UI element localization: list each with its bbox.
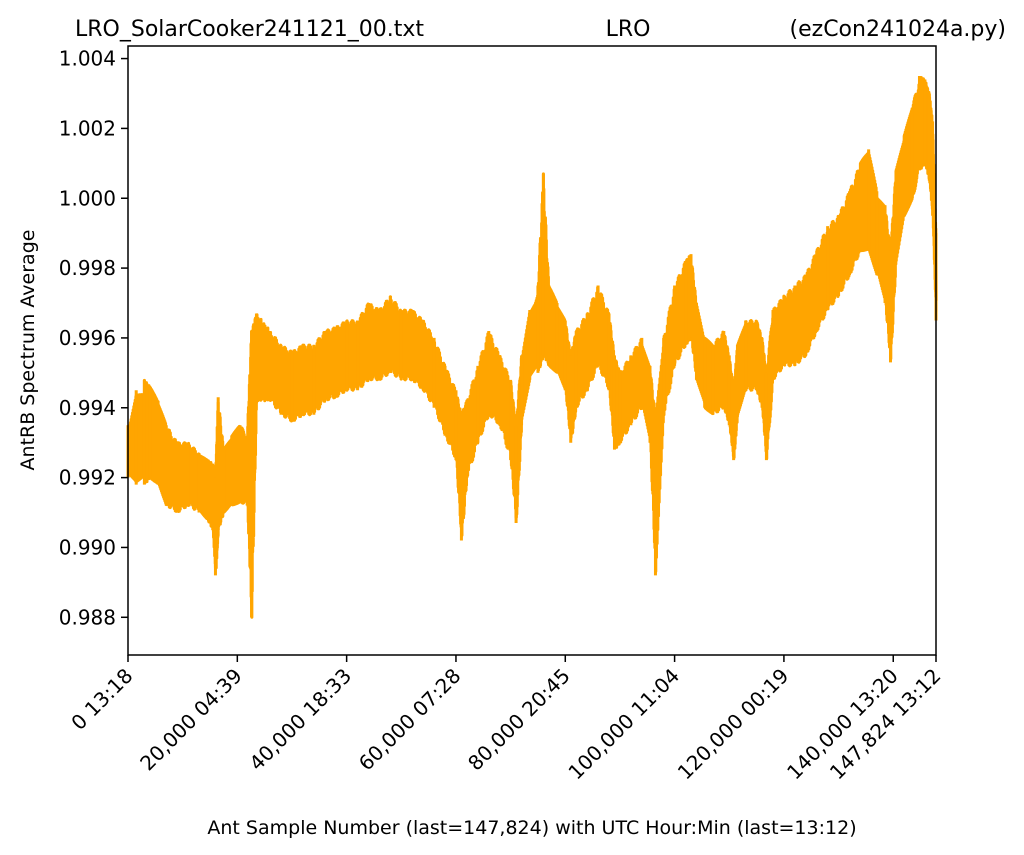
y-axis-label: AntRB Spectrum Average <box>17 230 39 471</box>
y-tick-label: 0.990 <box>59 535 116 559</box>
y-tick-label: 0.998 <box>59 256 116 280</box>
chart-title-file: LRO_SolarCooker241121_00.txt <box>75 17 424 42</box>
y-tick-label: 1.000 <box>59 186 116 210</box>
y-tick-label: 0.994 <box>59 396 116 420</box>
y-tick-label: 0.988 <box>59 605 116 629</box>
y-tick-label: 0.996 <box>59 326 116 350</box>
y-tick-label: 0.992 <box>59 466 116 490</box>
chart-title-station: LRO <box>606 17 651 42</box>
y-tick-label: 1.004 <box>59 47 116 71</box>
chart-title-program: (ezCon241024a.py) <box>790 17 1006 42</box>
y-tick-label: 1.002 <box>59 116 116 140</box>
plot-area <box>126 76 938 619</box>
plot-frame <box>127 45 937 656</box>
x-axis-label: Ant Sample Number (last=147,824) with UT… <box>207 817 856 839</box>
y-axis-ticks: 0.988 0.990 0.992 0.994 0.996 0.998 1.000 1.002… <box>59 47 128 629</box>
